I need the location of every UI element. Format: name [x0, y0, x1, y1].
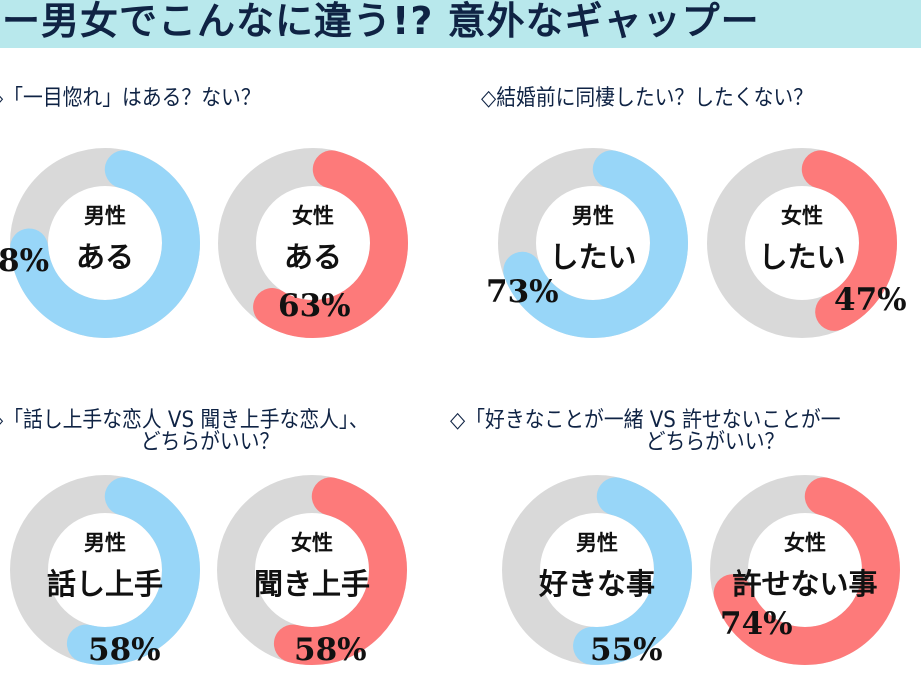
answer-label: ある	[75, 240, 134, 274]
donut-value-arc	[710, 475, 900, 665]
percent-label: 58%	[88, 632, 161, 668]
donut-value-arc	[10, 475, 200, 665]
gender-label: 女性	[291, 531, 333, 555]
percent-label: 58%	[294, 632, 367, 668]
donut-chart: 男性 話し上手	[10, 475, 200, 665]
answer-label: 聞き上手	[253, 567, 370, 601]
gender-label: 男性	[84, 204, 126, 228]
donut-value-arc	[502, 475, 692, 665]
question-3: ◇「話し上手な恋人 VS 聞き上手な恋人」、	[0, 408, 369, 433]
page-title: ー男女でこんなに違う!? 意外なギャップー	[2, 0, 760, 43]
percent-label: 63%	[278, 288, 351, 324]
donut-value-arc	[218, 148, 408, 338]
gender-label: 女性	[292, 204, 334, 228]
answer-label: ある	[283, 240, 342, 274]
percent-label: 47%	[834, 282, 907, 318]
question-2: ◇結婚前に同棲したい？したくない？	[481, 86, 814, 111]
donut-chart: 女性 聞き上手	[217, 475, 407, 665]
question-4: ◇「好きなことが一緒 VS 許せないことが一	[450, 408, 841, 433]
donut-value-arc	[498, 148, 688, 338]
answer-label: 話し上手	[46, 567, 163, 601]
percent-label: 8%	[0, 243, 50, 279]
donut-chart: 男性 ある	[10, 148, 200, 338]
title-banner: ー男女でこんなに違う!? 意外なギャップー	[0, 0, 921, 48]
answer-label: したい	[549, 240, 637, 274]
question-3-line2: どちらがいい？	[140, 430, 280, 455]
percent-label: 73%	[486, 274, 559, 310]
gender-label: 女性	[784, 531, 826, 555]
donut-value-arc	[217, 475, 407, 665]
gender-label: 男性	[84, 531, 126, 555]
donut-chart: 男性 好きな事	[502, 475, 692, 665]
percent-label: 74%	[720, 606, 793, 642]
gender-label: 女性	[781, 204, 823, 228]
donut-chart: 女性 ある	[218, 148, 408, 338]
donut-chart: 男性 したい	[498, 148, 688, 338]
answer-label: 許せない事	[732, 567, 878, 601]
gender-label: 男性	[576, 531, 618, 555]
answer-label: したい	[758, 240, 846, 274]
question-4-line2: どちらがいい？	[645, 430, 785, 455]
donut-value-arc	[707, 148, 897, 338]
percent-label: 55%	[590, 632, 663, 668]
donut-value-arc	[10, 148, 200, 338]
donut-chart: 女性 許せない事	[710, 475, 900, 665]
donut-chart: 女性 したい	[707, 148, 897, 338]
answer-label: 好きな事	[538, 567, 655, 601]
question-1: ◇「一目惚れ」はある？ない？	[0, 86, 261, 111]
gender-label: 男性	[572, 204, 614, 228]
